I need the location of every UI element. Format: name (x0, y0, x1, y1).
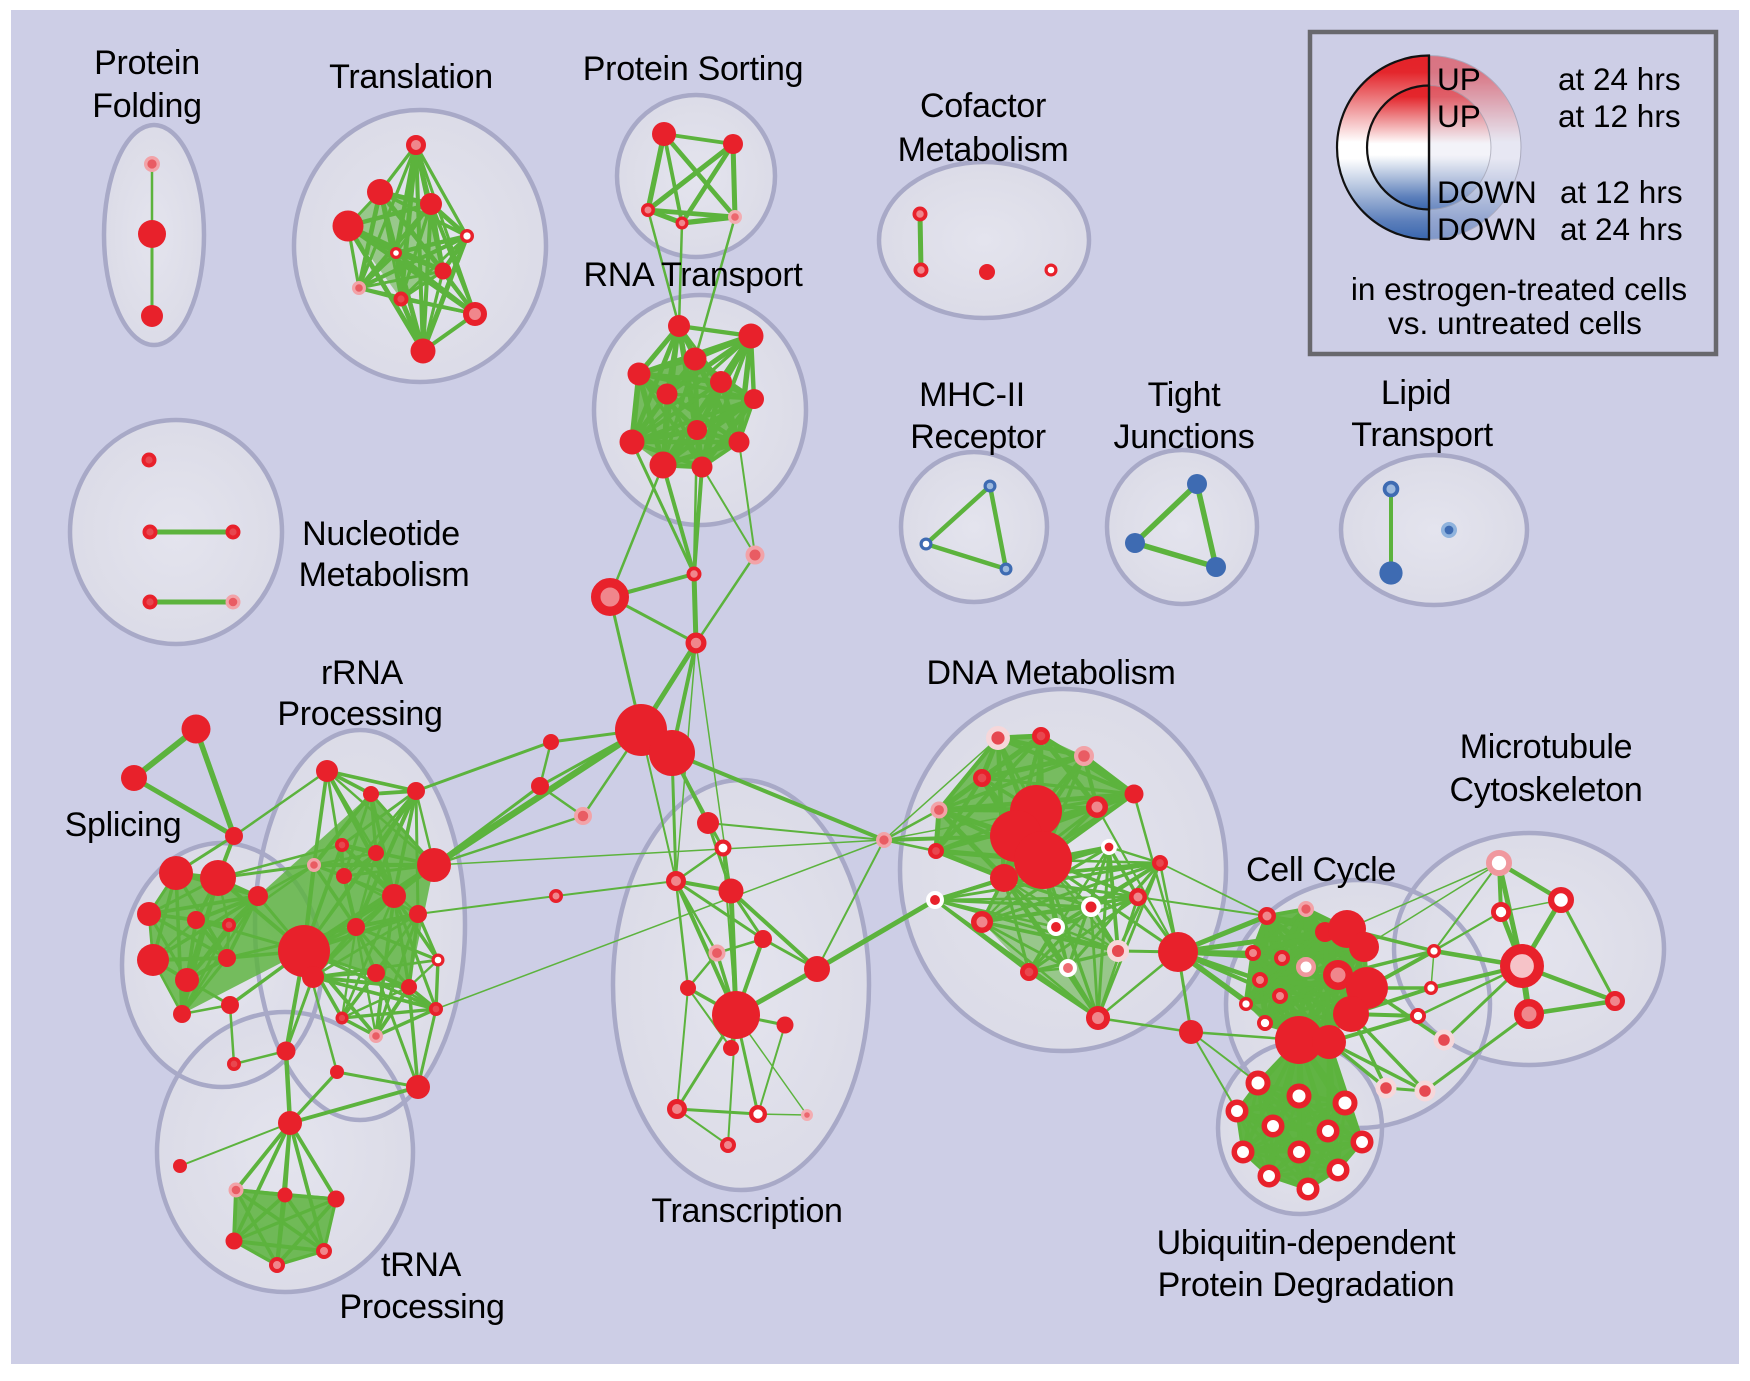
svg-text:Protein Sorting: Protein Sorting (583, 50, 803, 88)
svg-text:at 12 hrs: at 12 hrs (1560, 174, 1683, 210)
svg-text:Tight: Tight (1148, 376, 1222, 414)
svg-text:Translation: Translation (329, 58, 493, 96)
svg-text:Processing: Processing (277, 695, 442, 733)
svg-text:UP: UP (1437, 61, 1481, 97)
svg-text:at 24 hrs: at 24 hrs (1558, 61, 1681, 97)
svg-text:at 24 hrs: at 24 hrs (1560, 211, 1683, 247)
svg-text:Protein: Protein (94, 44, 200, 82)
svg-text:Splicing: Splicing (65, 806, 182, 844)
svg-text:Folding: Folding (92, 87, 201, 125)
svg-text:Cofactor: Cofactor (920, 87, 1046, 125)
svg-text:Transcription: Transcription (651, 1192, 842, 1230)
svg-text:DOWN: DOWN (1437, 174, 1537, 210)
svg-text:tRNA: tRNA (381, 1246, 462, 1284)
svg-text:at 12 hrs: at 12 hrs (1558, 98, 1681, 134)
svg-text:Metabolism: Metabolism (898, 131, 1069, 169)
svg-text:Nucleotide: Nucleotide (302, 515, 460, 553)
svg-text:Microtubule: Microtubule (1460, 728, 1632, 766)
svg-text:DNA Metabolism: DNA Metabolism (927, 654, 1176, 692)
svg-text:Lipid: Lipid (1381, 374, 1451, 412)
svg-text:Metabolism: Metabolism (299, 556, 470, 594)
svg-text:Transport: Transport (1351, 416, 1493, 454)
svg-text:MHC-II: MHC-II (919, 376, 1025, 414)
svg-text:Cytoskeleton: Cytoskeleton (1450, 771, 1643, 809)
svg-text:Junctions: Junctions (1114, 418, 1255, 456)
svg-text:UP: UP (1437, 98, 1481, 134)
svg-text:Receptor: Receptor (910, 418, 1046, 456)
svg-text:RNA Transport: RNA Transport (583, 256, 803, 294)
svg-text:Processing: Processing (339, 1288, 504, 1326)
svg-text:Protein Degradation: Protein Degradation (1158, 1266, 1455, 1304)
svg-text:DOWN: DOWN (1437, 211, 1537, 247)
svg-text:Ubiquitin-dependent: Ubiquitin-dependent (1157, 1224, 1456, 1262)
svg-text:in estrogen-treated cells: in estrogen-treated cells (1351, 271, 1687, 307)
svg-text:vs. untreated cells: vs. untreated cells (1388, 305, 1642, 341)
svg-text:Cell Cycle: Cell Cycle (1246, 851, 1396, 889)
svg-text:rRNA: rRNA (321, 654, 404, 692)
